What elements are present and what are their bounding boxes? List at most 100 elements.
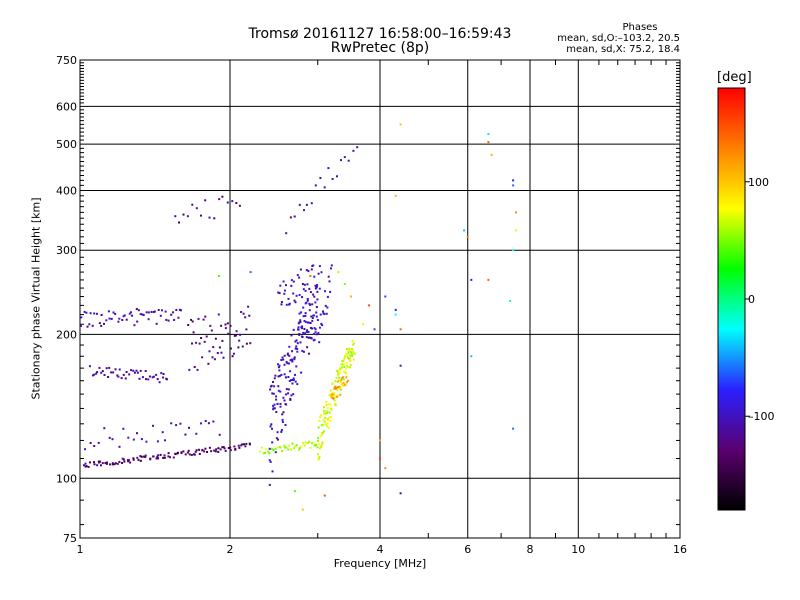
echo-point [206,451,208,453]
echo-point [310,442,313,445]
echo-point [280,359,283,361]
echo-point [320,322,323,325]
echo-point [226,322,229,325]
echo-point [213,358,216,361]
echo-point [194,450,197,453]
echo-point [111,462,114,465]
echo-point [188,368,191,371]
echo-point [240,444,243,447]
echo-point [346,381,348,384]
echo-point [117,320,120,323]
echo-point [145,440,148,443]
echo-point [285,388,288,391]
phase-stats-o-mode: mean, sd,O:–103.2, 20.5 [557,33,680,44]
echo-point [175,424,178,427]
echo-point [192,331,195,334]
echo-point [304,289,307,292]
echo-point [293,358,296,361]
grid-lines [80,60,680,538]
echo-point [470,278,473,281]
echo-point [332,397,335,400]
echo-point [118,317,121,320]
echo-point [283,289,286,292]
echo-point [116,374,119,377]
echo-point [298,448,301,451]
echo-point [173,319,176,321]
echo-point [241,345,244,348]
echo-point [277,366,280,369]
echo-point [319,177,322,179]
echo-point [466,235,469,238]
echo-point [286,362,289,365]
echo-point [339,393,342,396]
echo-point [212,420,215,423]
echo-point [147,378,150,381]
echo-point [290,448,292,451]
echo-point [111,463,114,466]
echo-point [157,457,160,460]
echo-point [96,312,98,315]
echo-point [129,461,132,464]
echo-point [342,363,345,366]
echo-point [351,340,354,342]
echo-point [328,416,331,419]
y-tick-label: 100 [56,472,77,485]
echo-point [140,438,143,441]
echo-point [282,358,285,361]
echo-point [208,216,211,219]
echo-point [217,450,220,453]
echo-point [272,392,275,395]
echo-point [275,437,278,440]
echo-point [116,462,119,465]
echo-point [148,375,151,378]
echo-point [172,456,175,459]
echo-point [239,333,242,336]
echo-point [271,441,274,444]
echo-point [319,313,322,316]
echo-point [172,311,174,314]
echo-point [294,373,296,376]
echo-point [280,429,283,431]
echo-point [164,439,166,442]
echo-point [130,311,132,314]
echo-point [157,454,160,457]
echo-point [347,159,350,162]
echo-point [317,439,319,442]
echo-point [335,396,338,398]
echo-point [222,356,225,359]
echo-point [198,448,200,451]
echo-point [155,457,158,460]
echo-point [317,332,320,335]
echo-point [512,184,515,187]
echo-point [340,363,343,366]
echo-point [162,456,165,459]
echo-point [121,462,123,464]
phase-stats-title: Phases [622,22,658,33]
echo-point [101,370,104,373]
echo-point [152,424,154,427]
echo-point [311,327,313,330]
echo-point [315,306,318,308]
echo-point [191,320,194,323]
echo-point [308,302,311,305]
echo-points [79,123,517,511]
echo-point [347,356,349,359]
echo-point [114,462,117,465]
echo-point [367,304,370,307]
echo-point [132,458,135,461]
echo-point [275,395,278,398]
echo-point [351,352,354,355]
echo-point [226,201,229,204]
echo-point [218,198,221,201]
echo-point [144,370,147,372]
echo-point [220,324,223,327]
echo-point [301,508,304,511]
echo-point [333,391,336,394]
echo-point [330,416,333,419]
echo-point [159,453,162,456]
echo-point [341,366,344,369]
echo-point [344,383,347,386]
echo-point [399,123,402,126]
echo-point [285,284,287,287]
echo-point [339,381,342,384]
